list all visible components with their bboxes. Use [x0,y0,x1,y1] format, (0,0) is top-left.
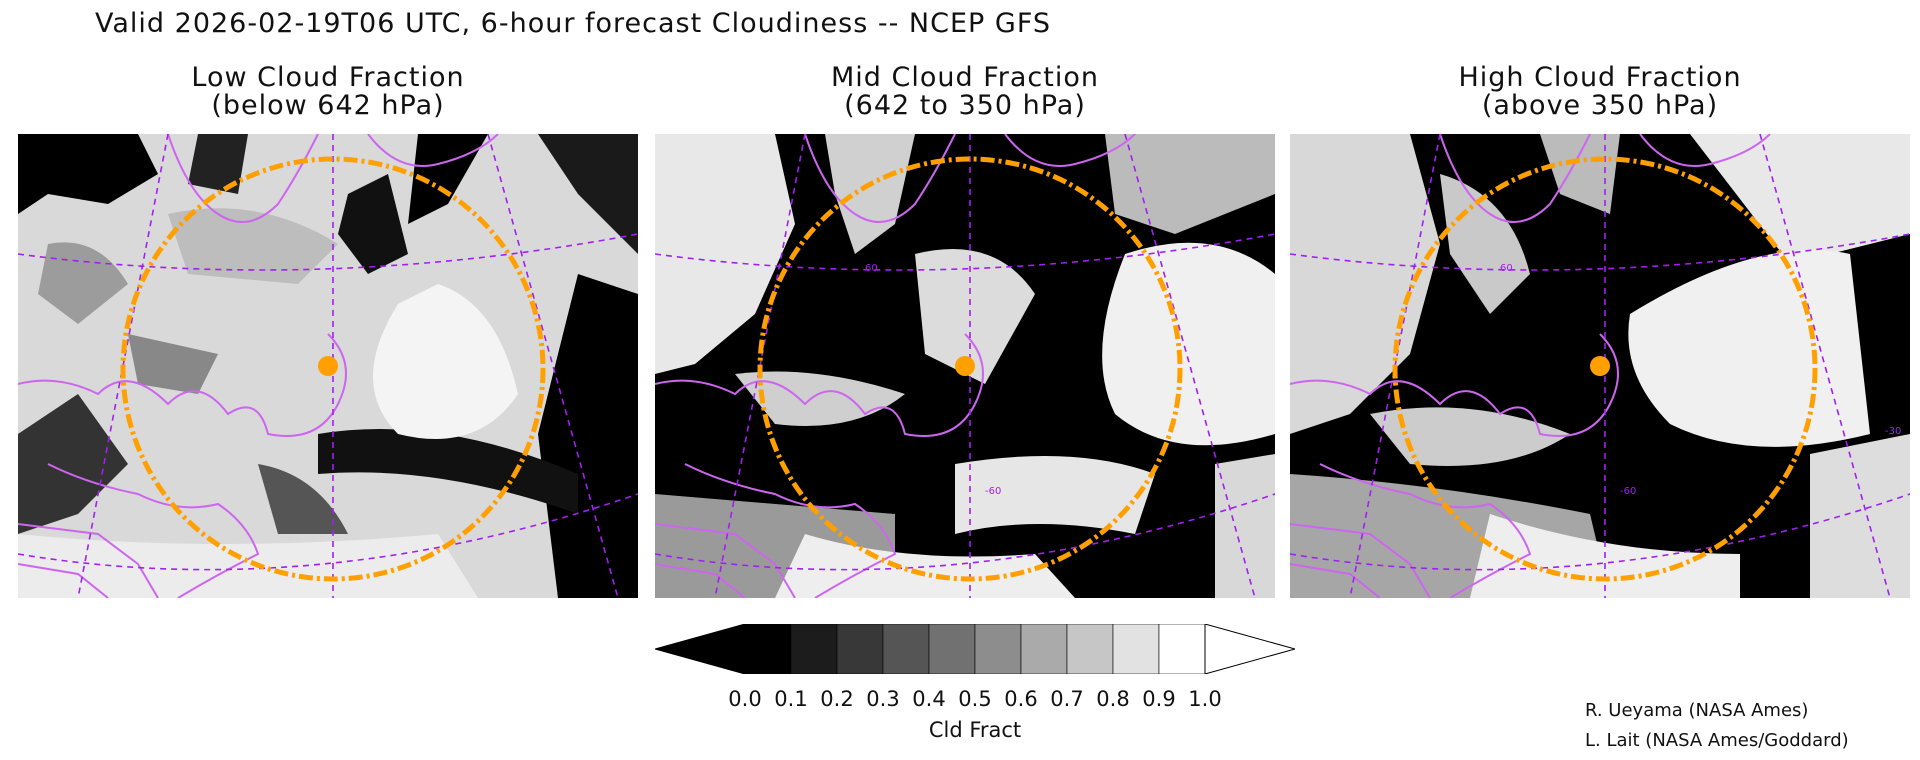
lon-label-60: -60 [1620,486,1636,497]
colorbar-bin [836,623,884,675]
location-marker [955,356,975,376]
colorbar [653,623,1297,675]
panel-high-header: High Cloud Fraction (above 350 hPa) [1290,64,1910,120]
colorbar-bin [744,623,792,675]
panel-mid-subtitle: (642 to 350 hPa) [844,90,1086,121]
colorbar-bin [1158,623,1206,675]
range-ring [757,156,1183,582]
credit-line-2: L. Lait (NASA Ames/Goddard) [1585,730,1849,751]
lat-label-60: 60 [1500,263,1513,274]
colorbar-bin [1020,623,1068,675]
colorbar-over-arrow [1204,623,1297,675]
credits: R. Ueyama (NASA Ames) L. Lait (NASA Ames… [1585,696,1849,756]
colorbar-tick-label: 0.9 [1142,687,1176,711]
cloud-field [1290,134,1910,598]
colorbar-tick-label: 0.1 [774,687,808,711]
colorbar-tick-label: 0.8 [1096,687,1130,711]
coastlines [655,134,1136,598]
colorbar-tick-label: 0.5 [958,687,992,711]
panel-mid-header: Mid Cloud Fraction (642 to 350 hPa) [655,64,1275,120]
panel-low-subtitle: (below 642 hPa) [211,90,445,121]
colorbar-bin [882,623,930,675]
coastlines [1290,134,1771,598]
colorbar-under-arrow [653,623,746,675]
panel-high-subtitle: (above 350 hPa) [1481,90,1719,121]
panel-low-title: Low Cloud Fraction [191,62,465,93]
cloud-field [655,134,1275,598]
colorbar-tick-label: 0.7 [1050,687,1084,711]
range-ring [1392,156,1818,582]
figure-title: Valid 2026-02-19T06 UTC, 6-hour forecast… [95,8,1052,39]
panel-low-header: Low Cloud Fraction (below 642 hPa) [18,64,638,120]
panel-high-title: High Cloud Fraction [1458,62,1742,93]
panel-mid-title: Mid Cloud Fraction [830,62,1099,93]
location-marker [318,356,338,376]
colorbar-bin [1066,623,1114,675]
credit-line-1: R. Ueyama (NASA Ames) [1585,700,1809,721]
colorbar-tick-label: 1.0 [1188,687,1222,711]
map-low-cloud [18,134,638,598]
map-high-cloud: 60 -30 -60 [1290,134,1910,598]
colorbar-bin [928,623,976,675]
cloud-field [18,134,638,598]
colorbar-tick-label: 0.3 [866,687,900,711]
colorbar-ticks: 0.0 0.1 0.2 0.3 0.4 0.5 0.6 0.7 0.8 0.9 1.0 [655,687,1295,715]
lon-label-60: -60 [985,486,1001,497]
colorbar-tick-label: 0.4 [912,687,946,711]
colorbar-bin [790,623,838,675]
coastlines [18,134,499,598]
range-ring [120,156,546,582]
colorbar-tick-label: 0.2 [820,687,854,711]
colorbar-bin [974,623,1022,675]
location-marker [1590,356,1610,376]
map-mid-cloud: 60 -60 [655,134,1275,598]
colorbar-tick-label: 0.6 [1004,687,1038,711]
lat-label-60: 60 [865,263,878,274]
colorbar-label: Cld Fract [928,718,1022,742]
colorbar-bin [1112,623,1160,675]
lon-label-30: -30 [1885,426,1901,437]
colorbar-tick-label: 0.0 [728,687,762,711]
